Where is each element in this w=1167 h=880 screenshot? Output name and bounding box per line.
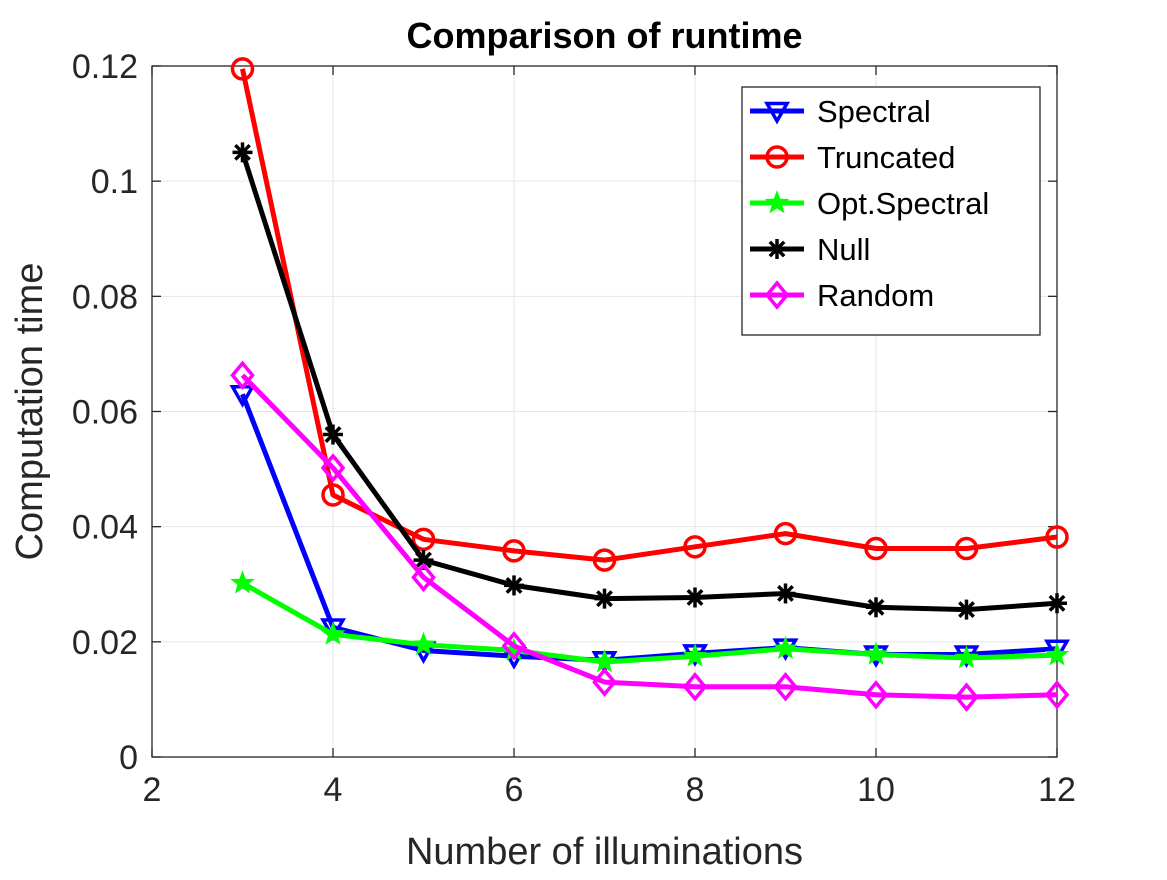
x-tick-label: 8 [686,771,705,809]
series-truncated [230,57,1069,572]
data-point-random [954,682,979,712]
data-point-truncated [864,536,888,561]
legend-marker [767,239,787,259]
legend-item-opt-spectral: Opt.Spectral [750,186,989,221]
legend-item-null: Null [750,232,870,267]
legend-label: Random [817,278,934,313]
legend-label: Null [817,232,870,267]
legend-marker [765,145,789,169]
legend-marker [763,101,791,125]
series-random [230,360,1070,712]
x-tick-label: 4 [324,771,343,809]
data-point-opt-spectral [411,631,436,656]
series-line-opt-spectral [241,580,1058,665]
data-point-opt-spectral [230,570,255,594]
y-tick-label: 0 [119,739,138,777]
x-tick-label: 10 [857,771,895,809]
series-line-truncated [240,68,1058,563]
data-point-random [773,672,798,702]
legend-item-truncated: Truncated [750,140,955,175]
data-point-random [682,672,708,702]
x-tick-label: 12 [1038,771,1076,809]
legend-item-spectral: Spectral [750,94,931,129]
data-point-random [592,667,617,697]
data-point-null [1047,593,1067,614]
series-line-null [240,151,1058,613]
y-tick-label: 0.02 [72,624,138,662]
data-point-null [866,597,886,618]
series-null [232,142,1067,620]
data-point-random [863,680,889,710]
data-point-null [323,424,343,445]
y-tick-label: 0.1 [91,163,138,201]
data-point-truncated [1045,525,1069,549]
data-point-opt-spectral [682,643,708,667]
data-point-spectral [1043,639,1071,663]
y-tick-label: 0.06 [72,394,138,432]
data-point-random [501,631,527,661]
data-point-null [413,550,434,571]
series-line-random [240,373,1058,700]
x-tick-label: 2 [143,771,162,809]
legend-marker [764,280,790,310]
x-tick-label: 6 [505,771,524,809]
y-tick-label: 0.12 [72,48,138,86]
data-point-truncated [230,57,255,81]
data-point-null [504,575,524,596]
data-point-opt-spectral [954,645,979,669]
y-axis-label: Computation time [9,263,51,561]
data-point-truncated [773,521,798,546]
legend-item-random: Random [750,278,934,313]
data-point-truncated [683,535,707,559]
series-opt-spectral [230,570,1070,673]
legend-label: Spectral [817,94,931,129]
data-point-null [232,142,253,163]
data-point-null [594,588,615,609]
data-point-truncated [411,527,436,552]
data-point-opt-spectral [320,621,346,645]
legend-marker [764,190,790,214]
data-point-null [775,583,796,604]
legend-label: Opt.Spectral [817,186,989,221]
y-tick-label: 0.08 [72,278,138,316]
data-point-random [1044,680,1070,710]
data-point-random [320,453,346,483]
data-point-random [411,562,436,593]
data-point-null [685,587,705,608]
y-tick-label: 0.04 [72,509,138,547]
data-point-null [956,599,977,620]
data-series [229,57,1071,712]
data-point-opt-spectral [592,649,617,673]
axis-ticks: 2 4 6 8 10 12 0 0.02 0.04 0.06 0.08 0.1 0.12 [72,48,1076,809]
data-point-opt-spectral [773,635,798,660]
data-point-truncated [321,483,345,507]
data-point-truncated [954,536,979,561]
data-point-opt-spectral [863,641,889,665]
data-point-opt-spectral [1044,642,1070,666]
x-axis-label: Number of illuminations [406,831,803,873]
chart-title: Comparison of runtime [406,15,802,56]
legend: Spectral Truncated Opt.Spectral Null Random [741,86,1041,336]
data-point-truncated [592,548,617,572]
data-point-random [230,360,255,390]
legend-label: Truncated [817,140,955,175]
data-point-truncated [502,539,526,563]
